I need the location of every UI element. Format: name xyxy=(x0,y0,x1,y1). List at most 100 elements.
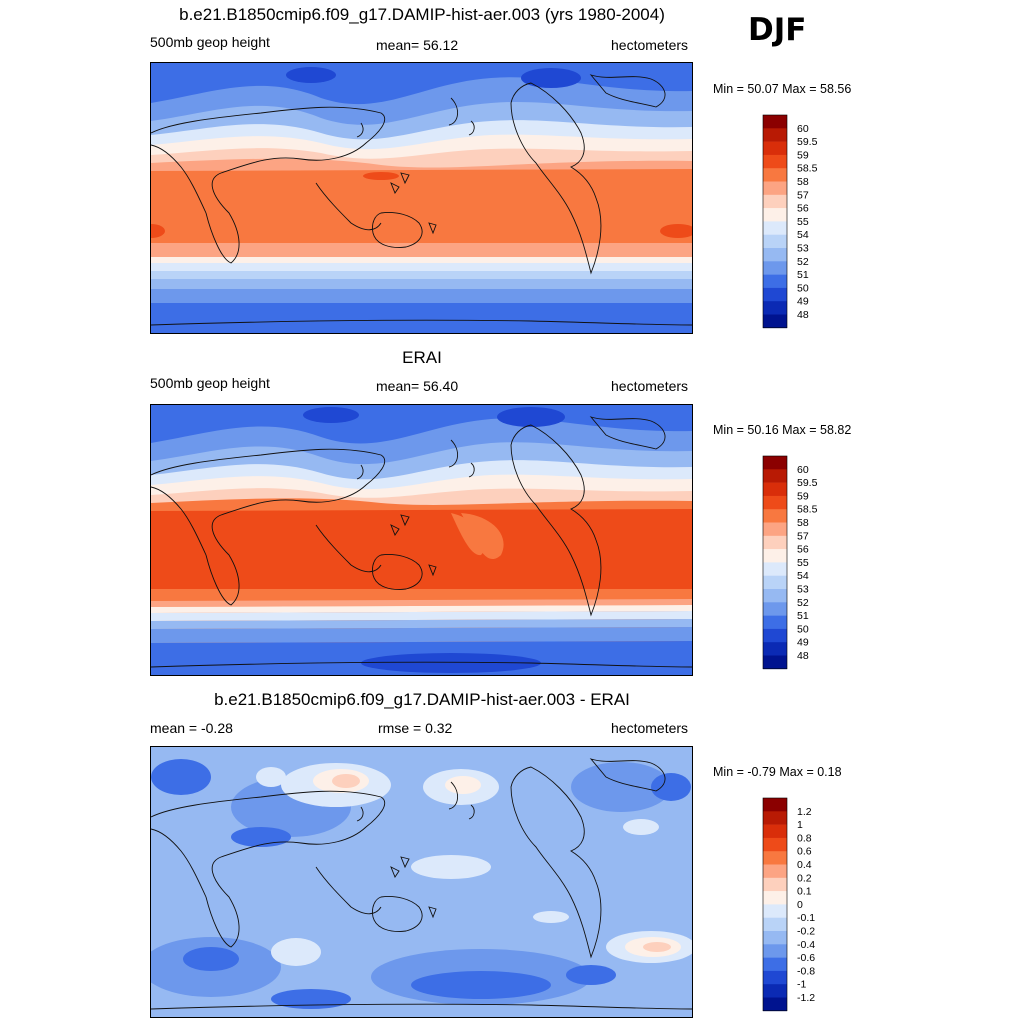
colorbar-swatch xyxy=(763,562,787,576)
panel-1-title: b.e21.B1850cmip6.f09_g17.DAMIP-hist-aer.… xyxy=(179,5,665,24)
colorbar-swatch xyxy=(763,628,787,643)
colorbar-swatch xyxy=(763,168,787,182)
colorbar-swatch xyxy=(763,891,787,905)
colorbar-tick-label: 60 xyxy=(797,464,809,476)
colorbar-swatch xyxy=(763,811,787,825)
panel-3-mean-label: mean = -0.28 xyxy=(150,720,233,736)
panel-2-minmax: Min = 50.16 Max = 58.82 xyxy=(713,423,852,437)
colorbar-tick-label: 1.2 xyxy=(797,806,812,818)
colorbar-swatch xyxy=(763,535,787,550)
panel-1-mean-label: mean= 56.12 xyxy=(376,37,459,53)
colorbar-swatch xyxy=(763,984,787,998)
colorbar-tick-label: 57 xyxy=(797,530,809,542)
colorbar-swatch xyxy=(763,904,787,918)
colorbar-swatch xyxy=(763,221,787,235)
colorbar-tick-label: 53 xyxy=(797,584,809,596)
colorbar-tick-label: 58 xyxy=(797,176,809,188)
colorbar-swatch xyxy=(763,851,787,865)
season-label: DJF xyxy=(748,12,807,48)
colorbar-outline xyxy=(762,455,788,670)
colorbar-swatch xyxy=(763,522,787,537)
colorbar-tick-label: -0.4 xyxy=(797,939,815,951)
colorbar-swatch xyxy=(763,549,787,563)
panel-1-contour-plot xyxy=(151,63,692,333)
colorbar-tick-label: 55 xyxy=(797,216,809,228)
colorbar-tick-label: 53 xyxy=(797,243,809,255)
colorbar-tick-label: 55 xyxy=(797,557,809,569)
colorbar-tick-label: -1 xyxy=(797,979,806,991)
panel-1-minmax: Min = 50.07 Max = 58.56 xyxy=(713,82,852,96)
panel-2-title: ERAI xyxy=(402,348,442,367)
colorbar-tick-label: -0.6 xyxy=(797,952,815,964)
colorbar-swatch xyxy=(763,141,787,156)
colorbar-swatch xyxy=(763,655,787,670)
colorbar-swatch xyxy=(763,274,787,289)
colorbar-swatch xyxy=(763,824,787,839)
colorbar-swatch xyxy=(763,154,787,169)
colorbar-tick-label: 0.8 xyxy=(797,832,812,844)
colorbar-tick-label: 58.5 xyxy=(797,504,818,516)
colorbar-swatch xyxy=(763,248,787,262)
colorbar-swatch xyxy=(763,589,787,603)
colorbar-tick-label: 59 xyxy=(797,149,809,161)
colorbar-tick-label: 56 xyxy=(797,203,809,215)
panel-2-contour-plot xyxy=(151,405,692,675)
panel-2-mean-label: mean= 56.40 xyxy=(376,378,459,394)
panel-1-map xyxy=(150,62,693,334)
colorbar-tick-label: 48 xyxy=(797,650,809,662)
colorbar-swatch xyxy=(763,181,787,196)
colorbar-outline xyxy=(762,114,788,329)
colorbar-swatch xyxy=(763,128,787,142)
colorbar-swatch xyxy=(763,495,787,510)
panel-3-title: b.e21.B1850cmip6.f09_g17.DAMIP-hist-aer.… xyxy=(214,690,630,709)
panel-3-units-label: hectometers xyxy=(611,720,689,736)
colorbar-tick-label: 50 xyxy=(797,282,809,294)
colorbar-swatch xyxy=(763,957,787,972)
colorbar-swatch xyxy=(763,944,787,958)
colorbar-swatch xyxy=(763,287,787,302)
colorbar-swatch xyxy=(763,261,787,275)
colorbar-swatch xyxy=(763,482,787,497)
colorbar-swatch xyxy=(763,970,787,985)
panel-2-map xyxy=(150,404,693,676)
colorbar-tick-label: 60 xyxy=(797,123,809,135)
colorbar-swatch xyxy=(763,642,787,656)
panel-1-colorbar: 60 59.5 59 58.5 58 57 56 55 54 53 52 51 50 49 48 xyxy=(762,114,823,329)
colorbar-tick-label: 0.4 xyxy=(797,859,812,871)
colorbar-swatch xyxy=(763,917,787,932)
colorbar-tick-label: 58.5 xyxy=(797,163,818,175)
colorbar-tick-label: 56 xyxy=(797,544,809,556)
panel-2-units-label: hectometers xyxy=(611,378,689,394)
colorbar-tick-label: 51 xyxy=(797,269,809,281)
colorbar-swatch xyxy=(763,575,787,590)
colorbar-tick-label: 0.6 xyxy=(797,846,812,858)
panel-2-left-label: 500mb geop height xyxy=(150,375,270,391)
colorbar-tick-label: 0.1 xyxy=(797,886,812,898)
panel-2-colorbar: 60 59.5 59 58.5 58 57 56 55 54 53 52 51 50 49 48 xyxy=(762,455,823,670)
panel-3-map xyxy=(150,746,693,1018)
colorbar-swatch xyxy=(763,456,787,470)
colorbar-swatch xyxy=(763,864,787,879)
colorbar-swatch xyxy=(763,469,787,483)
panel-3-contour-plot xyxy=(151,747,692,1017)
panel-3-colorbar: 1.2 1 0.8 0.6 0.4 0.2 0.1 0 -0.1 -0.2 -0.4 -0.6 -0.8… xyxy=(762,797,823,1012)
colorbar-tick-label: 48 xyxy=(797,309,809,321)
panel-3-colorbar-svg: 1.210.8 0.60.40.2 0.10-0.1 -0.2-0.4-0.6-0.8… xyxy=(762,797,815,1012)
colorbar-tick-label: 59 xyxy=(797,490,809,502)
colorbar-swatch xyxy=(763,509,787,523)
colorbar-swatch xyxy=(763,301,787,315)
colorbar-swatch xyxy=(763,314,787,329)
colorbar-tick-label: 54 xyxy=(797,570,809,582)
colorbar-outline xyxy=(762,797,788,1012)
colorbar-tick-label: 50 xyxy=(797,623,809,635)
colorbar-tick-label: 59.5 xyxy=(797,136,818,148)
colorbar-tick-label: 59.5 xyxy=(797,477,818,489)
colorbar-tick-label: 0.2 xyxy=(797,872,812,884)
colorbar-swatch xyxy=(763,602,787,616)
colorbar-tick-label: 49 xyxy=(797,296,809,308)
colorbar-swatch xyxy=(763,798,787,812)
colorbar-tick-label: 57 xyxy=(797,189,809,201)
colorbar-tick-label: -1.2 xyxy=(797,992,815,1004)
colorbar-tick-label: -0.8 xyxy=(797,965,815,977)
